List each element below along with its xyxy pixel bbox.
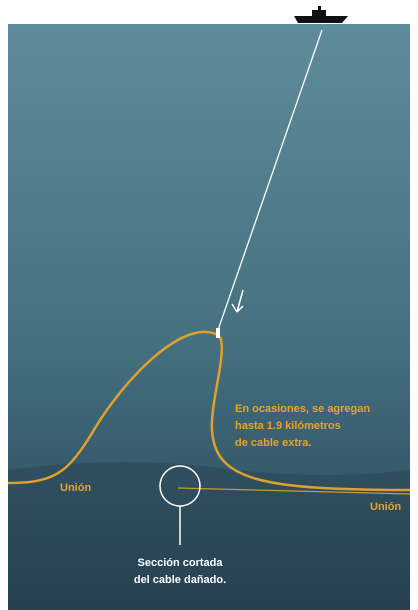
caption-line: del cable dañado.	[134, 574, 226, 586]
ship	[294, 6, 348, 23]
diagram: En ocasiones, se agregan hasta 1.9 kilóm…	[0, 0, 418, 610]
joint	[216, 328, 220, 338]
union-label: Unión	[60, 482, 91, 494]
callout-line: de cable extra.	[235, 437, 311, 449]
callout-line: En ocasiones, se agregan	[235, 403, 370, 415]
caption-line: Sección cortada	[138, 557, 224, 569]
callout-line: hasta 1.9 kilómetros	[235, 420, 341, 432]
union-label: Unión	[370, 501, 401, 513]
